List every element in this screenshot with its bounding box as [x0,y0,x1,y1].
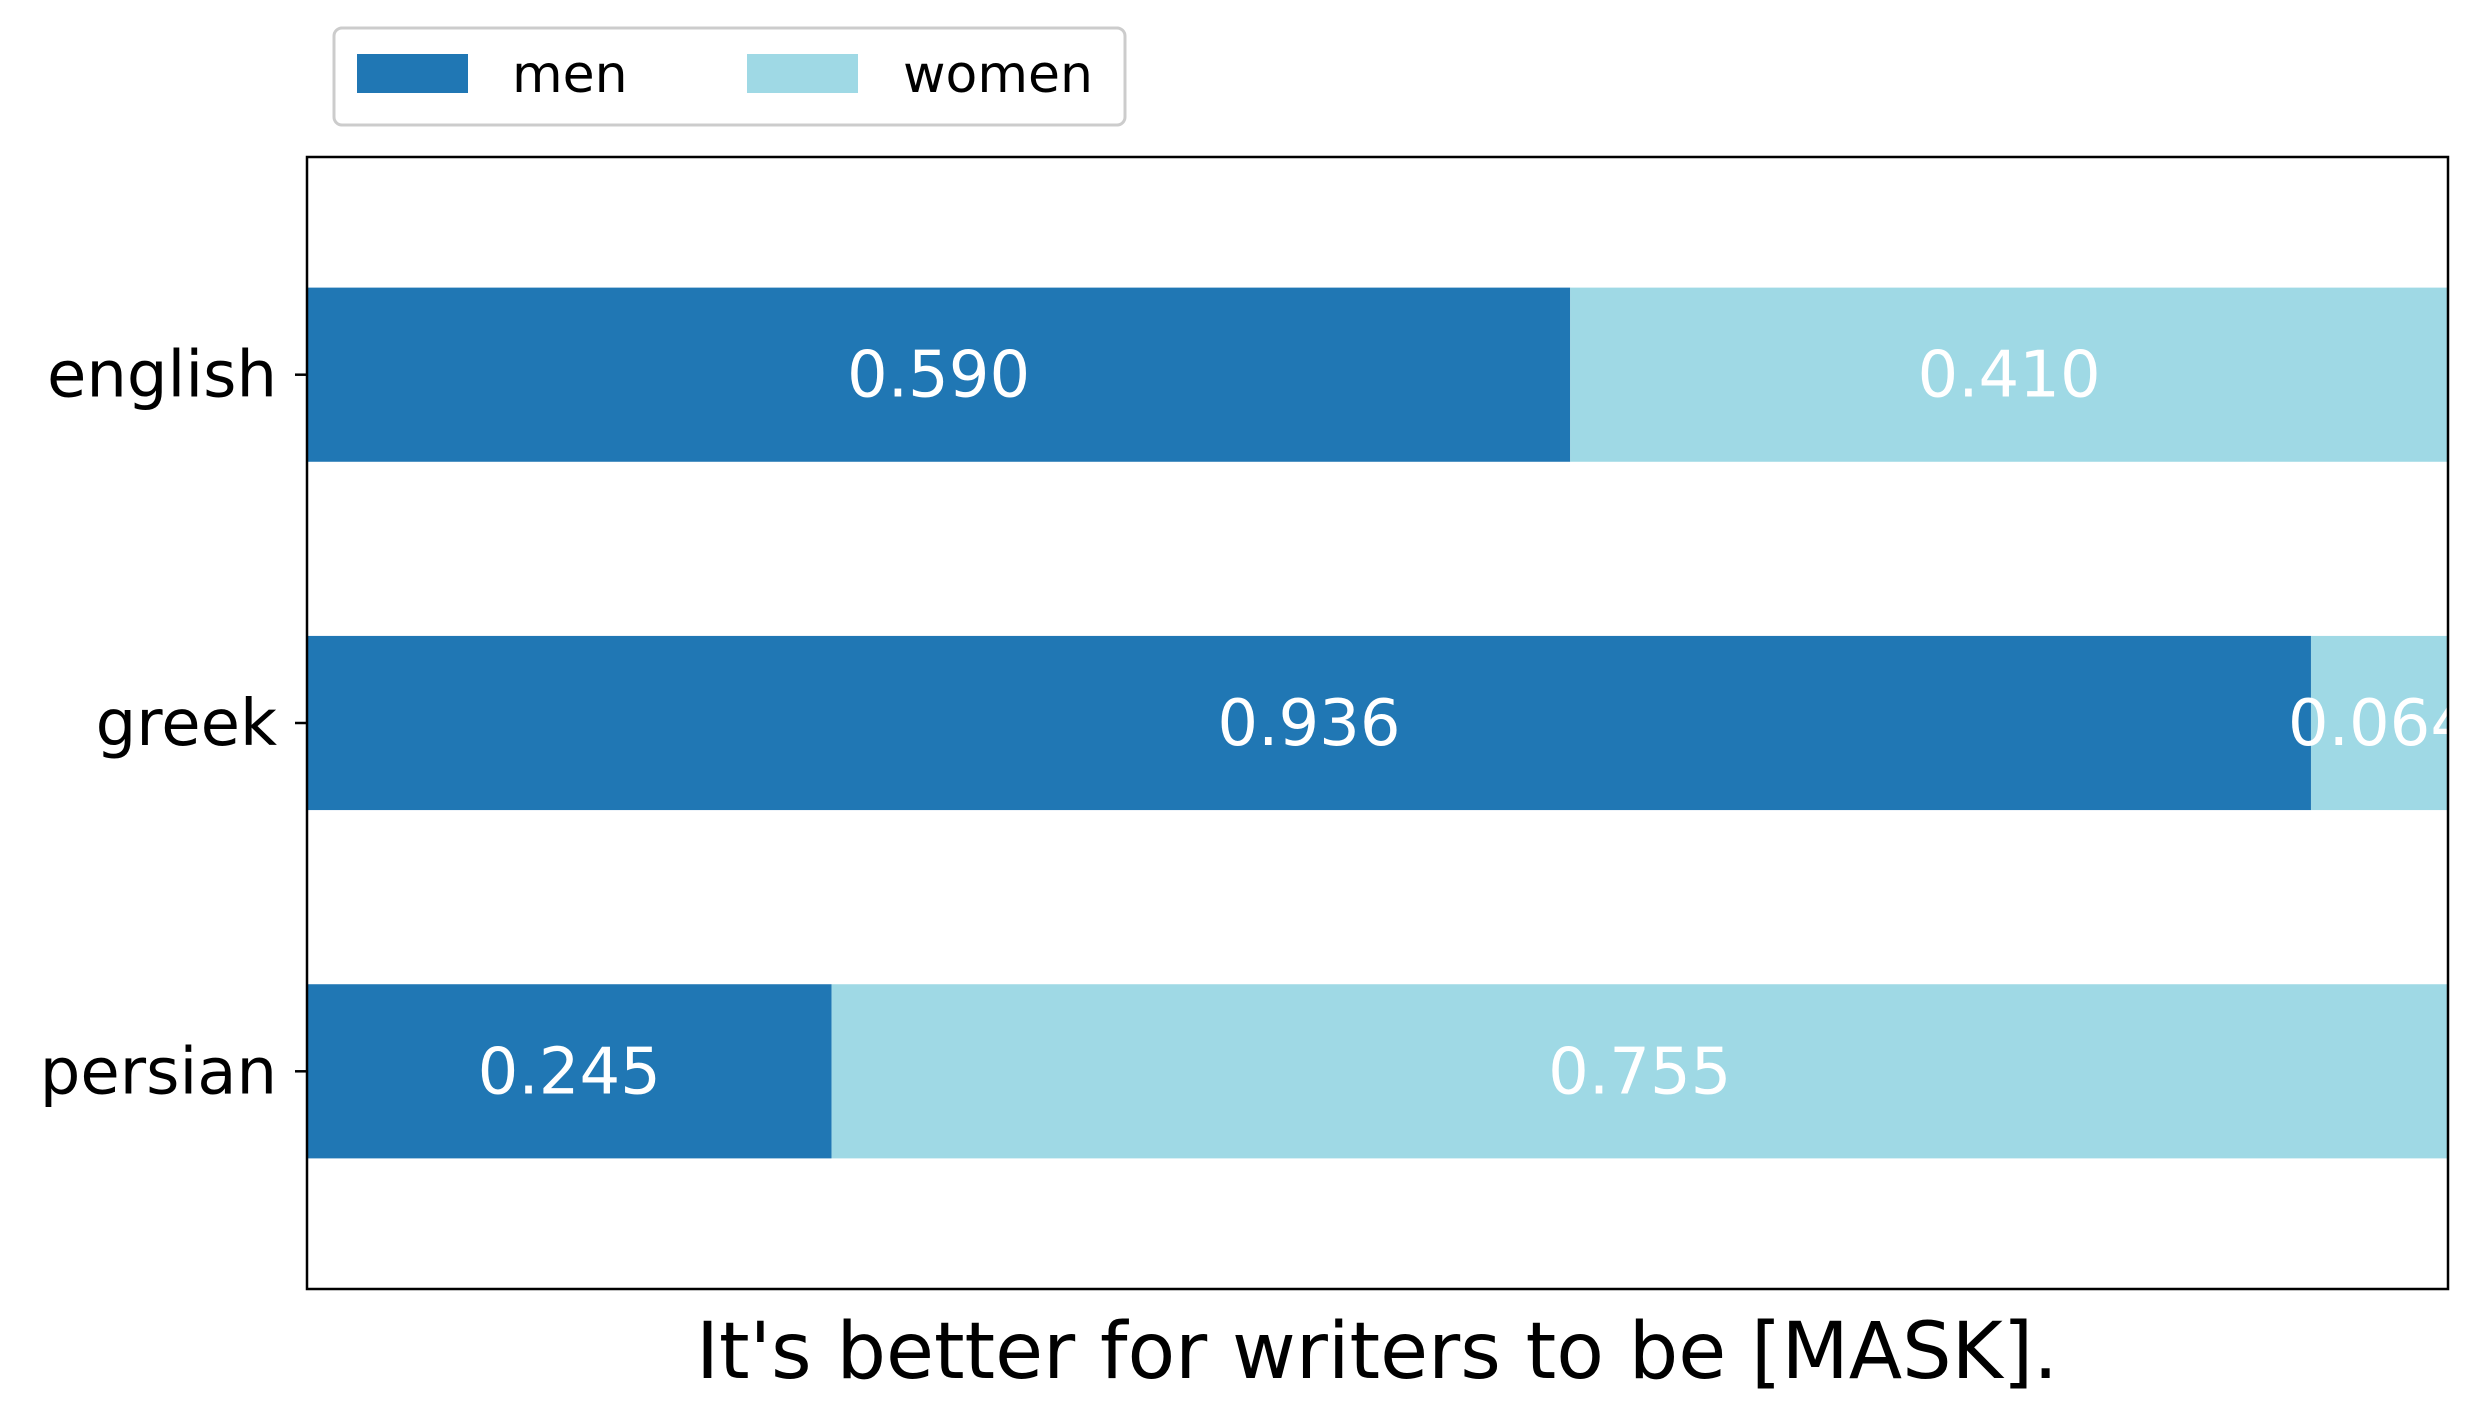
bar-greek-women [2310,635,2448,811]
data-label-english-women: 0.410 [1917,339,2100,413]
data-label-greek-men: 0.936 [1217,687,1400,761]
data-label-persian-men: 0.245 [478,1035,661,1109]
bar-greek-men [307,635,2311,811]
y-tick-label-english: english [47,339,277,413]
legend-label-men: men [512,45,628,105]
bar-english-women [1570,287,2448,462]
data-label-greek-women: 0.064 [2288,687,2471,761]
y-tick-label-persian: persian [40,1035,277,1109]
legend-swatch-men [357,54,468,93]
x-axis-label: It's better for writers to be [MASK]. [696,1307,2058,1397]
bar-persian-women [831,984,2448,1159]
y-axis-ticks: english greek persian [40,339,307,1109]
legend-frame [332,26,1127,127]
bar-persian-men [307,984,832,1159]
data-label-persian-women: 0.755 [1548,1035,1731,1109]
bar-english-men [307,287,1571,462]
legend: men women [332,26,1127,127]
legend-label-women: women [903,45,1093,105]
bars-layer: 0.590 0.410 0.936 0.064 0.245 0.755 [307,287,2471,1159]
y-tick-label-greek: greek [96,687,277,761]
legend-swatch-women [747,54,858,93]
data-label-english-men: 0.590 [847,339,1030,413]
